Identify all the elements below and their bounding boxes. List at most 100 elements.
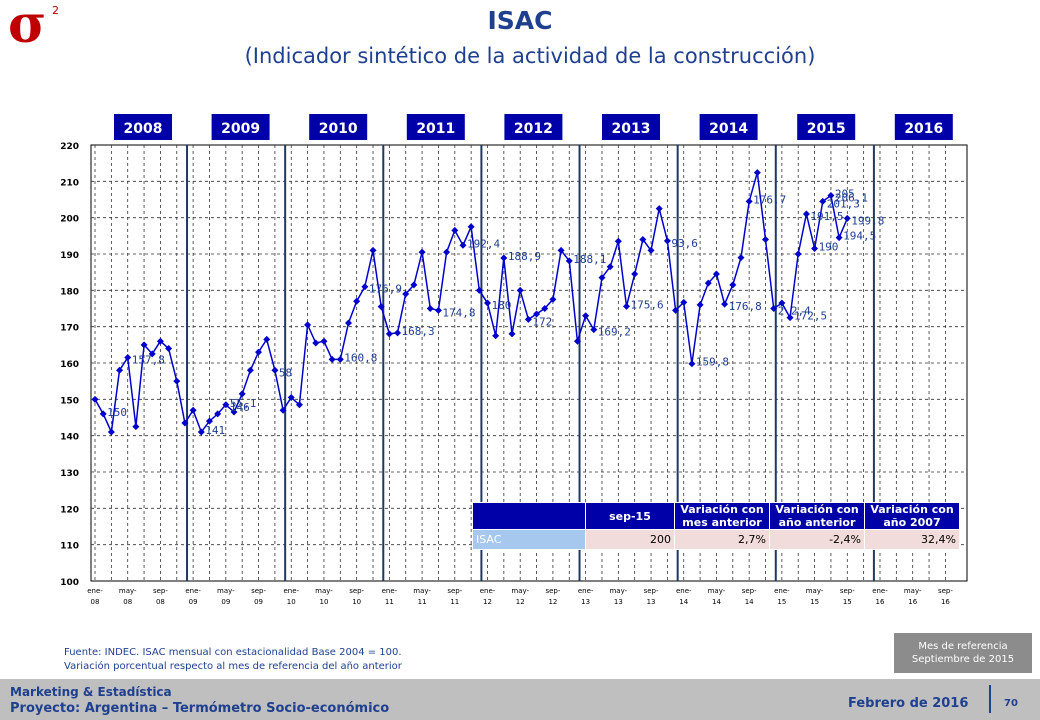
x-tick-label: may- bbox=[413, 587, 431, 595]
summary-value-vs2007: 32,4% bbox=[864, 529, 960, 550]
footer-divider bbox=[989, 685, 991, 713]
data-point bbox=[132, 423, 140, 431]
data-point bbox=[843, 214, 851, 222]
data-label: 172,5 bbox=[794, 310, 827, 323]
data-point bbox=[312, 339, 320, 347]
x-tick-label-year: 08 bbox=[123, 598, 132, 606]
y-tick-label: 220 bbox=[60, 142, 79, 152]
y-tick-label: 170 bbox=[60, 324, 79, 334]
data-label: 168,3 bbox=[402, 325, 435, 338]
x-tick-label-year: 16 bbox=[941, 598, 950, 606]
y-tick-label: 140 bbox=[60, 433, 79, 443]
year-label-box bbox=[406, 114, 465, 140]
data-point bbox=[434, 306, 442, 314]
year-label: 2009 bbox=[221, 121, 260, 137]
data-point bbox=[304, 321, 312, 329]
data-point bbox=[148, 350, 156, 358]
x-tick-label-year: 11 bbox=[385, 598, 394, 606]
data-point bbox=[344, 319, 352, 327]
data-point bbox=[353, 297, 361, 305]
data-point bbox=[361, 283, 369, 291]
data-point bbox=[623, 302, 631, 310]
data-label: 176,7 bbox=[753, 193, 786, 206]
data-point bbox=[156, 337, 164, 345]
data-point bbox=[794, 250, 802, 258]
summary-value-yoy: -2,4% bbox=[769, 529, 865, 550]
x-tick-label: may- bbox=[609, 587, 627, 595]
x-tick-label-year: 13 bbox=[614, 598, 623, 606]
x-tick-label-year: 09 bbox=[221, 598, 230, 606]
data-point bbox=[205, 417, 213, 425]
x-tick-label: ene- bbox=[872, 587, 888, 595]
data-point bbox=[598, 274, 606, 282]
x-tick-label-year: 10 bbox=[352, 598, 361, 606]
data-point bbox=[483, 299, 491, 307]
data-point bbox=[811, 245, 819, 253]
data-label: 201,3 bbox=[827, 197, 860, 210]
x-tick-label-year: 10 bbox=[319, 598, 328, 606]
y-tick-label: 110 bbox=[60, 542, 79, 552]
x-tick-label: ene- bbox=[283, 587, 299, 595]
data-label: 176,8 bbox=[729, 300, 762, 313]
data-point bbox=[230, 408, 238, 416]
y-tick-label: 150 bbox=[60, 396, 79, 406]
year-label-box bbox=[894, 114, 953, 140]
year-label: 2015 bbox=[807, 121, 846, 137]
footer-department: Marketing & Estadística bbox=[10, 685, 172, 699]
year-label: 2016 bbox=[904, 121, 943, 137]
data-point bbox=[516, 286, 524, 294]
summary-row-label: ISAC bbox=[472, 529, 586, 550]
x-tick-label: sep- bbox=[153, 587, 168, 595]
data-label: 194,5 bbox=[843, 230, 876, 243]
data-point bbox=[426, 305, 434, 312]
data-point bbox=[467, 223, 475, 231]
year-label: 2008 bbox=[124, 121, 163, 137]
year-label-box bbox=[114, 114, 172, 140]
summary-header-vs2007: Variación con año 2007 bbox=[864, 502, 960, 530]
x-tick-label: may- bbox=[119, 587, 137, 595]
data-point bbox=[189, 406, 197, 414]
data-point bbox=[197, 428, 205, 436]
year-label: 2011 bbox=[416, 121, 455, 137]
data-point bbox=[565, 257, 573, 265]
y-tick-label: 160 bbox=[60, 360, 79, 370]
data-point bbox=[541, 305, 549, 312]
data-point bbox=[116, 366, 124, 374]
x-tick-label: ene- bbox=[774, 587, 790, 595]
x-tick-label: may- bbox=[806, 587, 824, 595]
year-label-box bbox=[797, 114, 856, 140]
data-point bbox=[451, 226, 459, 234]
data-label: 188,1 bbox=[573, 253, 606, 266]
source-line-1: Fuente: INDEC. ISAC mensual con estacion… bbox=[64, 647, 402, 658]
x-tick-label: ene- bbox=[480, 587, 496, 595]
year-label: 2010 bbox=[319, 121, 358, 137]
data-point bbox=[663, 237, 671, 245]
data-point bbox=[99, 410, 107, 418]
data-label: 190 bbox=[819, 241, 839, 254]
data-point bbox=[672, 306, 680, 314]
data-point bbox=[165, 344, 173, 352]
year-label: 2012 bbox=[514, 121, 553, 137]
x-tick-label-year: 16 bbox=[908, 598, 917, 606]
data-point bbox=[295, 401, 303, 409]
x-tick-label-year: 08 bbox=[156, 598, 165, 606]
x-tick-label: may- bbox=[511, 587, 529, 595]
data-point bbox=[263, 335, 271, 343]
data-point bbox=[549, 295, 557, 303]
data-point bbox=[287, 394, 295, 402]
data-point bbox=[631, 270, 639, 278]
data-label: 169,2 bbox=[598, 326, 631, 339]
year-label-box bbox=[699, 114, 758, 140]
data-label: 2 2,4 bbox=[778, 305, 811, 318]
x-tick-label-year: 15 bbox=[843, 598, 852, 606]
data-point bbox=[696, 301, 704, 309]
reference-line-1: Mes de referencia bbox=[918, 641, 1008, 652]
data-label: 146 bbox=[230, 401, 250, 414]
summary-value-mom: 2,7% bbox=[674, 529, 770, 550]
x-tick-label: ene- bbox=[676, 587, 692, 595]
data-point bbox=[762, 235, 770, 243]
data-point bbox=[688, 360, 696, 368]
year-label: 2014 bbox=[709, 121, 748, 137]
x-tick-label-year: 10 bbox=[287, 598, 296, 606]
sigma-logo-glyph: σ bbox=[8, 0, 46, 50]
